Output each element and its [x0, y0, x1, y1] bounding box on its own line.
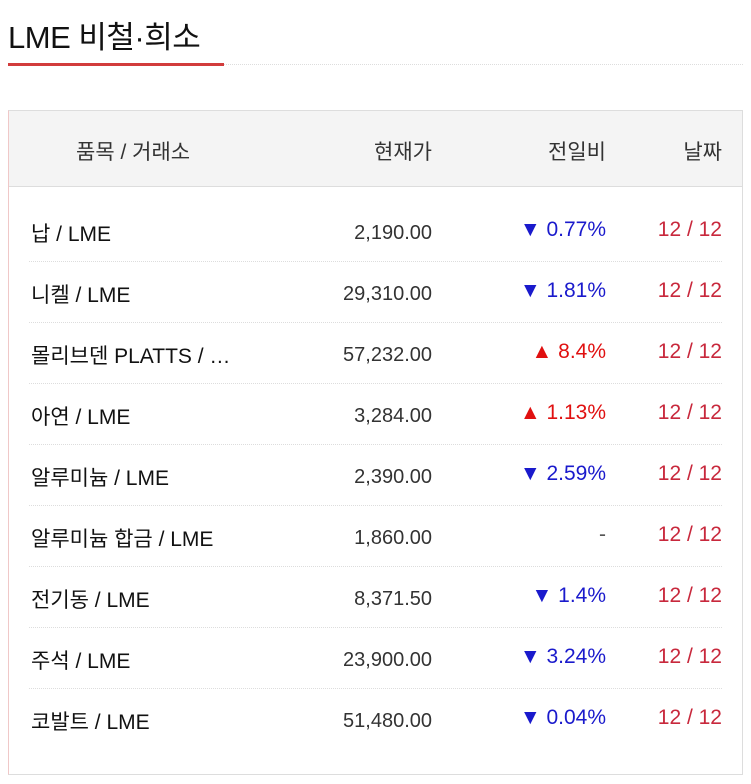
header-item: 품목 / 거래소 [76, 141, 191, 164]
date-value: 12 / 12 [657, 645, 722, 668]
item-name[interactable]: 알루미늄 합금 / LME [31, 528, 214, 551]
table-row[interactable]: 납 / LME 2,190.00 ▼ 0.77% 12 / 12 [29, 201, 722, 262]
change-value: - [599, 523, 606, 546]
item-name[interactable]: 전기동 / LME [31, 589, 150, 612]
price-table: 품목 / 거래소 현재가 전일비 날짜 납 / LME 2,190.00 ▼ 0… [8, 110, 743, 775]
item-name[interactable]: 아연 / LME [31, 406, 131, 429]
current-price: 2,190.00 [354, 222, 432, 244]
current-price: 57,232.00 [343, 344, 432, 366]
table-row[interactable]: 전기동 / LME 8,371.50 ▼ 1.4% 12 / 12 [29, 567, 722, 628]
title-underline [8, 63, 224, 66]
item-name[interactable]: 몰리브덴 PLATTS / … [31, 345, 231, 368]
table-row[interactable]: 알루미늄 합금 / LME 1,860.00 - 12 / 12 [29, 506, 722, 567]
table-row[interactable]: 몰리브덴 PLATTS / … 57,232.00 ▲ 8.4% 12 / 12 [29, 323, 722, 384]
change-value: ▼ 1.81% [519, 279, 606, 302]
date-value: 12 / 12 [657, 279, 722, 302]
current-price: 51,480.00 [343, 710, 432, 732]
date-value: 12 / 12 [657, 523, 722, 546]
current-price: 3,284.00 [354, 405, 432, 427]
header-change: 전일비 [548, 141, 606, 164]
change-value: ▼ 3.24% [519, 645, 606, 668]
page-title: LME 비철·희소 [8, 20, 201, 55]
table-row[interactable]: 니켈 / LME 29,310.00 ▼ 1.81% 12 / 12 [29, 262, 722, 323]
change-value: ▼ 2.59% [519, 462, 606, 485]
table-row[interactable]: 아연 / LME 3,284.00 ▲ 1.13% 12 / 12 [29, 384, 722, 445]
title-divider [8, 64, 743, 65]
date-value: 12 / 12 [657, 584, 722, 607]
table-row[interactable]: 주석 / LME 23,900.00 ▼ 3.24% 12 / 12 [29, 628, 722, 689]
change-value: ▼ 1.4% [531, 584, 606, 607]
item-name[interactable]: 니켈 / LME [31, 284, 131, 307]
date-value: 12 / 12 [657, 462, 722, 485]
table-body: 납 / LME 2,190.00 ▼ 0.77% 12 / 12 니켈 / LME… [9, 187, 742, 750]
current-price: 8,371.50 [354, 588, 432, 610]
item-name[interactable]: 알루미늄 / LME [31, 467, 169, 490]
current-price: 1,860.00 [354, 527, 432, 549]
current-price: 23,900.00 [343, 649, 432, 671]
item-name[interactable]: 코발트 / LME [31, 711, 150, 734]
change-value: ▲ 1.13% [519, 401, 606, 424]
current-price: 29,310.00 [343, 283, 432, 305]
date-value: 12 / 12 [657, 340, 722, 363]
date-value: 12 / 12 [657, 401, 722, 424]
change-value: ▼ 0.77% [519, 218, 606, 241]
header-date: 날짜 [683, 141, 722, 164]
current-price: 2,390.00 [354, 466, 432, 488]
change-value: ▲ 8.4% [531, 340, 606, 363]
table-row[interactable]: 코발트 / LME 51,480.00 ▼ 0.04% 12 / 12 [29, 689, 722, 750]
item-name[interactable]: 납 / LME [31, 223, 112, 246]
change-value: ▼ 0.04% [519, 706, 606, 729]
table-row[interactable]: 알루미늄 / LME 2,390.00 ▼ 2.59% 12 / 12 [29, 445, 722, 506]
item-name[interactable]: 주석 / LME [31, 650, 131, 673]
table-header: 품목 / 거래소 현재가 전일비 날짜 [9, 111, 742, 187]
date-value: 12 / 12 [657, 218, 722, 241]
header-price: 현재가 [374, 141, 432, 164]
date-value: 12 / 12 [657, 706, 722, 729]
